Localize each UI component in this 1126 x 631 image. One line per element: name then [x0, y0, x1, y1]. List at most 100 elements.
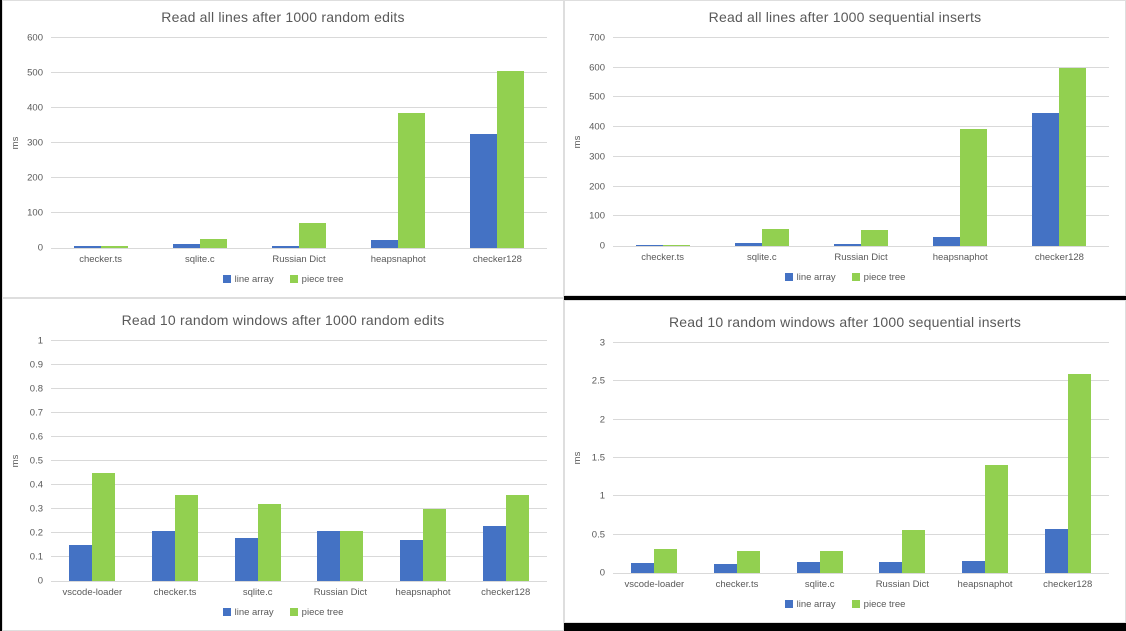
- x-axis-category-label: sqlite.c: [804, 579, 835, 590]
- bar-line-array: [371, 239, 399, 248]
- legend-item: piece tree: [851, 598, 906, 610]
- bar-line-array: [635, 244, 663, 246]
- x-axis-labels: vscode-loader checker.ts sqlite.c Russian D…: [51, 582, 547, 602]
- legend-label: piece tree: [863, 271, 906, 283]
- bar-group: [349, 38, 448, 248]
- legend: line array piece tree: [3, 269, 563, 297]
- bar-line-array: [933, 237, 961, 246]
- y-tick-label: 0.5: [591, 529, 605, 541]
- bar-line-array: [1044, 529, 1068, 573]
- bar-line-array: [1032, 112, 1060, 246]
- x-axis-category-label: sqlite.c: [747, 252, 777, 263]
- y-tick-label: 200: [589, 181, 605, 193]
- bar-group: [613, 38, 712, 246]
- legend-item: piece tree: [289, 607, 343, 618]
- gridline: [51, 484, 547, 485]
- bar-group: [1010, 38, 1109, 246]
- y-axis-label: ms: [571, 451, 583, 465]
- bar-group: [712, 38, 811, 246]
- y-tick-label: 0: [37, 242, 43, 254]
- bar-piece-tree: [1067, 374, 1091, 573]
- bar-group: [861, 343, 944, 573]
- bar-group: [216, 341, 299, 581]
- bar-piece-tree: [861, 229, 888, 246]
- bar-piece-tree: [985, 464, 1009, 573]
- legend-swatch-line-array: [222, 608, 231, 616]
- plot-area: ms 0 100 200 300 400 500 600 700: [572, 33, 1109, 251]
- x-axis-category-label: Russian Dict: [875, 579, 930, 590]
- gridline: [51, 340, 547, 341]
- y-tick-label: 600: [27, 32, 43, 44]
- y-tick-label: 1: [37, 335, 43, 347]
- bar-piece-tree: [902, 530, 926, 573]
- gridline: [613, 380, 1109, 382]
- bar-piece-tree: [761, 228, 789, 246]
- bar-piece-tree: [199, 238, 227, 248]
- legend-label: line array: [796, 598, 836, 610]
- gridline: [613, 418, 1109, 420]
- gridline: [613, 495, 1109, 497]
- y-tick-label: 100: [27, 207, 43, 219]
- bar-line-array: [834, 243, 861, 246]
- gridline: [51, 388, 547, 389]
- gridline: [51, 177, 547, 179]
- chart-title: Read all lines after 1000 sequential ins…: [708, 9, 982, 25]
- gridline: [51, 460, 547, 461]
- gridline: [613, 457, 1109, 458]
- gridline: [51, 72, 547, 73]
- legend: line array piece tree: [565, 267, 1125, 295]
- x-axis-category-label: checker128: [481, 587, 531, 598]
- legend-item: line array: [222, 607, 274, 618]
- y-tick-label: 0.6: [29, 431, 43, 443]
- y-tick-label: 0.4: [29, 479, 43, 491]
- bar-line-array: [317, 530, 341, 581]
- gridline: [51, 107, 547, 109]
- x-axis-category-label: vscode-loader: [624, 579, 685, 590]
- x-axis-category-label: checker.ts: [641, 252, 684, 263]
- plot-area: ms 0 100 200 300 400 500 600: [10, 33, 547, 253]
- bar-series: [51, 38, 547, 248]
- gridline: [51, 436, 547, 437]
- gridline: [613, 185, 1109, 187]
- gridline: [51, 532, 547, 533]
- y-tick-label: 0.7: [29, 407, 43, 419]
- x-axis-category-label: heapsnaphot: [932, 252, 988, 263]
- legend: line array piece tree: [3, 602, 563, 630]
- bar-line-array: [69, 545, 93, 581]
- x-axis-category-label: checker128: [1034, 252, 1084, 263]
- legend-swatch-piece-tree: [289, 275, 298, 283]
- legend-label: line array: [234, 273, 274, 285]
- y-tick-label: 2: [599, 414, 605, 426]
- y-tick-label: 0.1: [29, 551, 43, 563]
- bar-piece-tree: [654, 549, 678, 573]
- gridline: [613, 96, 1109, 98]
- legend-label: piece tree: [863, 598, 906, 610]
- bar-series: [613, 343, 1109, 573]
- y-tick-label: 0.2: [29, 527, 43, 539]
- gridline: [51, 508, 547, 509]
- legend-swatch-line-array: [784, 273, 793, 281]
- gridline: [613, 155, 1109, 157]
- y-tick-label: 2.5: [591, 375, 605, 387]
- bar-line-array: [631, 563, 655, 573]
- bar-group: [696, 343, 779, 573]
- gridline: [613, 126, 1109, 128]
- gridline: [613, 215, 1109, 217]
- y-tick-label: 0: [599, 240, 605, 252]
- y-tick-label: 1: [599, 490, 605, 502]
- bar-piece-tree: [1059, 68, 1087, 246]
- bar-line-array: [734, 242, 762, 246]
- y-tick-label: 400: [589, 121, 605, 133]
- legend: line array piece tree: [565, 594, 1125, 622]
- legend-item: line array: [784, 272, 836, 283]
- bar-line-array: [796, 561, 820, 573]
- bar-line-array: [714, 563, 737, 573]
- gridline: [613, 533, 1109, 535]
- legend-item: line array: [784, 598, 836, 610]
- y-tick-label: 1.5: [591, 452, 605, 464]
- gridline: [51, 556, 547, 557]
- legend-swatch-piece-tree: [289, 608, 298, 616]
- plot-area: ms 0 0.1 0.2 0.3 0.4 0.5 0.6 0.7 0.8 0.9 1: [10, 336, 547, 586]
- x-axis-category-label: Russian Dict: [313, 587, 368, 598]
